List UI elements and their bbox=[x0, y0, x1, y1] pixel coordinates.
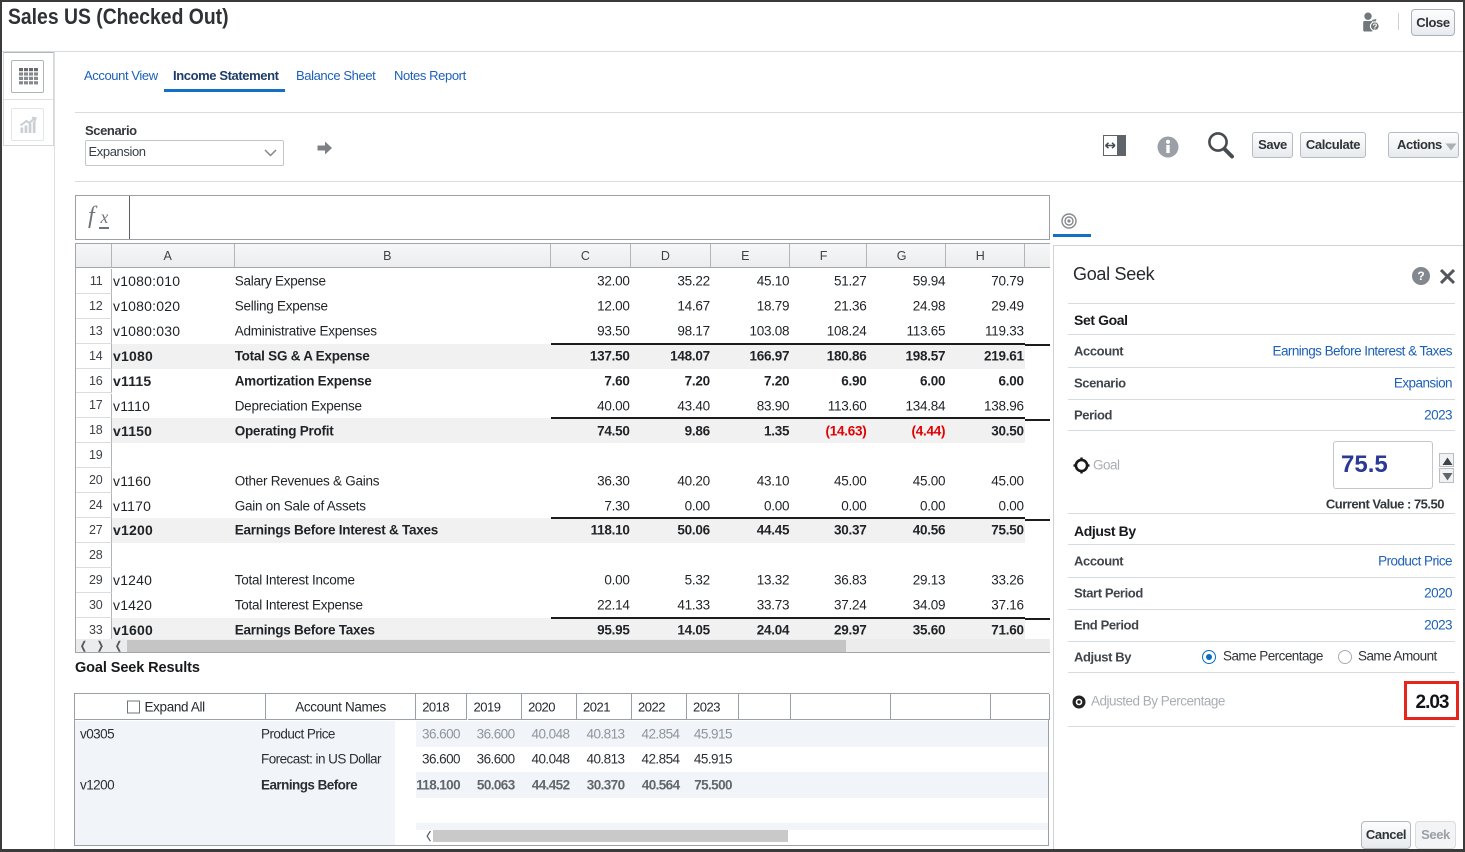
svg-text:?: ? bbox=[1373, 22, 1378, 31]
